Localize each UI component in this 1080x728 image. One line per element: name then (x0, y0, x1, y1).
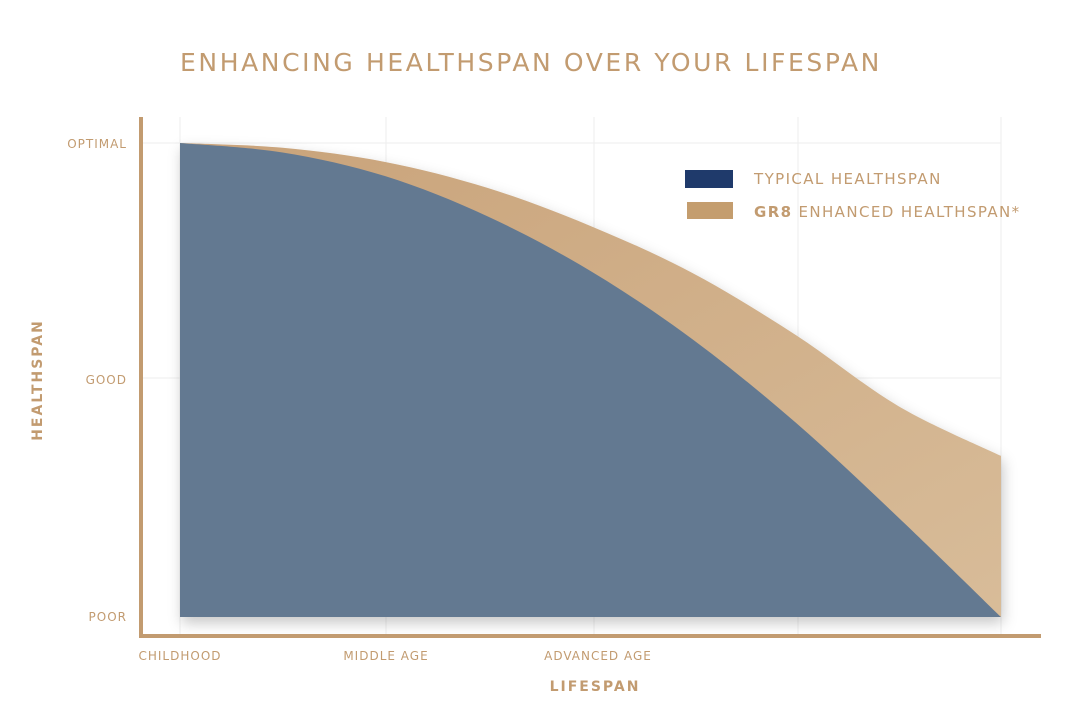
y-axis-title: HEALTHSPAN (30, 319, 46, 441)
y-tick-label-optimal: OPTIMAL (67, 137, 127, 151)
chart-title: ENHANCING HEALTHSPAN OVER YOUR LIFESPAN (180, 48, 882, 77)
legend: TYPICAL HEALTHSPAN GR8 ENHANCED HEALTHSPA… (685, 170, 1021, 221)
x-tick-label-middle-age: MIDDLE AGE (343, 649, 428, 663)
typical-healthspan-area (180, 143, 1001, 617)
y-axis-ticks: POOR GOOD OPTIMAL (67, 137, 127, 624)
x-tick-label-advanced-age: ADVANCED AGE (544, 649, 652, 663)
x-axis-title: LIFESPAN (550, 679, 641, 695)
y-tick-label-poor: POOR (89, 610, 127, 624)
legend-swatch-enhanced (687, 202, 733, 219)
y-tick-label-good: GOOD (86, 373, 127, 387)
legend-swatch-typical (685, 170, 733, 188)
x-tick-label-childhood: CHILDHOOD (138, 649, 221, 663)
legend-label-enhanced: GR8 ENHANCED HEALTHSPAN* (754, 203, 1021, 221)
legend-label-prefix: GR8 (754, 203, 793, 221)
legend-label-rest: ENHANCED HEALTHSPAN* (799, 203, 1021, 221)
legend-label-typical: TYPICAL HEALTHSPAN (753, 170, 942, 188)
x-axis-ticks: CHILDHOOD MIDDLE AGE ADVANCED AGE (138, 649, 652, 663)
plot-area (180, 143, 1001, 617)
